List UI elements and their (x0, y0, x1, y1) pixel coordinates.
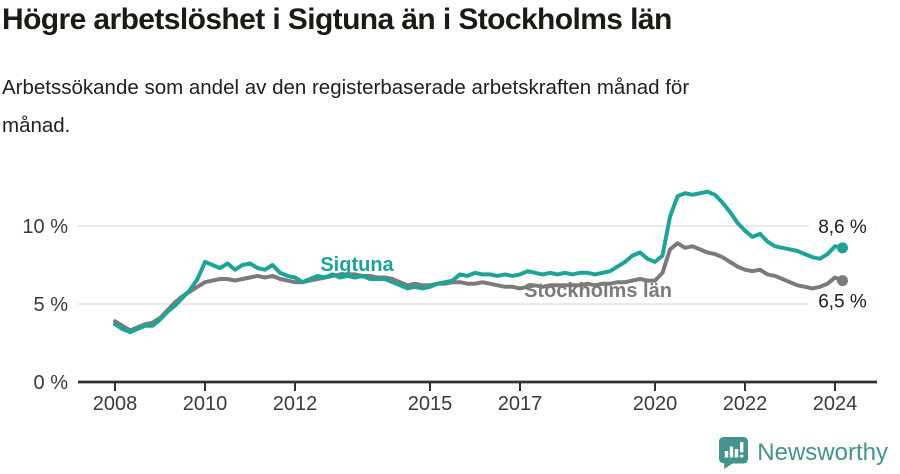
end-value-label-stockholms-l-n: 6,5 % (818, 292, 867, 313)
chart-title: Högre arbetslöshet i Sigtuna än i Stockh… (2, 3, 672, 36)
x-tick-label-2017: 2017 (498, 393, 543, 415)
end-label-backplate-stockholms-l-n (809, 288, 876, 313)
series-line-stockholms-l-n (113, 241, 845, 333)
x-tick-label-2012: 2012 (273, 393, 318, 415)
x-tick-label-2024: 2024 (813, 393, 858, 415)
newsworthy-logo[interactable]: Newsworthy (719, 437, 888, 469)
series-end-dot-sigtuna (837, 242, 848, 254)
series-end-dot-stockholms-l-n (837, 275, 848, 287)
series-label-stockholms-l-n: Stockholms län (524, 280, 672, 302)
x-tick-label-2008: 2008 (93, 393, 138, 415)
series-label-sigtuna: Sigtuna (320, 254, 394, 276)
newsworthy-icon (719, 437, 749, 469)
x-tick-label-2022: 2022 (723, 393, 768, 415)
newsworthy-wordmark: Newsworthy (757, 439, 888, 466)
y-tick-label-10: 10 % (22, 216, 68, 238)
x-tick-label-2020: 2020 (633, 393, 678, 415)
end-value-label-sigtuna: 8,6 % (818, 217, 867, 238)
x-tick-label-2015: 2015 (408, 393, 453, 415)
chart-subtitle: Arbetssökande som andel av den registerb… (2, 76, 690, 137)
x-tick-label-2010: 2010 (183, 393, 228, 415)
y-tick-label-5: 5 % (34, 294, 69, 316)
end-label-backplate-sigtuna (809, 213, 876, 238)
y-tick-label-0: 0 % (34, 372, 69, 394)
series-line-sigtuna (113, 189, 845, 335)
